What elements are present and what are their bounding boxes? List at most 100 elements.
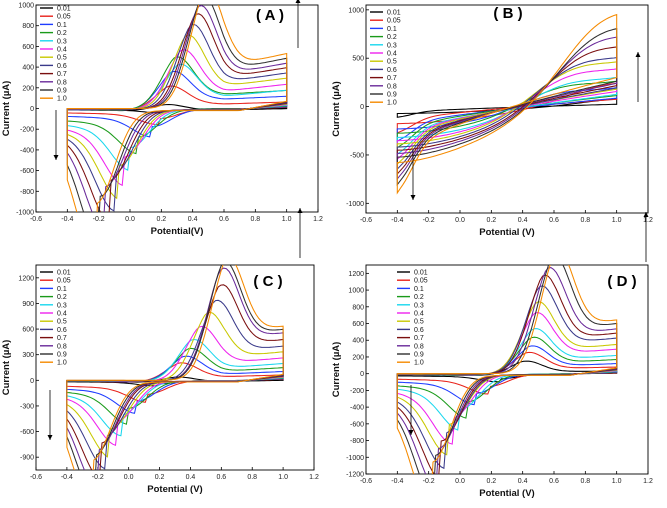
scan-arrow-head	[295, 0, 301, 3]
x-tick-label: 0.0	[455, 478, 465, 485]
cv-curve-0.9	[396, 28, 618, 187]
cv-curve-0.01	[66, 103, 288, 114]
legend-entry: 0.5	[57, 55, 67, 62]
y-tick-label: -1200	[346, 472, 364, 479]
y-tick-label: 0	[30, 378, 34, 385]
legend-entry: 0.7	[387, 75, 397, 82]
legend-entry: 0.2	[57, 30, 67, 37]
y-tick-label: -900	[20, 455, 34, 462]
scan-arrow-head	[408, 430, 414, 435]
x-tick-label: 1.0	[282, 216, 292, 223]
legend-entry: 0.6	[387, 67, 397, 74]
y-tick-label: 600	[352, 321, 364, 328]
legend-entry: 0.9	[414, 352, 424, 359]
legend-entry: 0.3	[57, 38, 67, 45]
x-tick-label: 0.2	[486, 217, 496, 224]
x-tick-label: 1.0	[278, 474, 288, 481]
legend-entry: 0.1	[387, 26, 397, 33]
x-tick-label: -0.2	[92, 474, 104, 481]
legend-entry: 0.01	[414, 270, 428, 277]
panel-d: -0.6 -0.4 -0.2 0.0 0.2 0.4 0.6 0.8 1.0 1.2 -1200 -1…	[331, 212, 653, 499]
panel-b: -0.6 -0.4 -0.2 0.0 0.2 0.4 0.6 0.8 1.0 1.2 -1000 -5…	[331, 4, 653, 238]
y-tick-label: 600	[22, 327, 34, 334]
legend-entry: 0.5	[57, 319, 67, 326]
cv-curve-1.0	[66, 5, 288, 212]
x-tick-label: 0.2	[156, 216, 166, 223]
panel-label: ( C )	[253, 273, 282, 290]
y-tick-label: -600	[20, 429, 34, 436]
x-axis-label: Potential (V)	[479, 488, 534, 499]
y-tick-label: 200	[352, 354, 364, 361]
plot-frame	[35, 264, 315, 471]
legend-entry: 0.8	[414, 343, 424, 350]
y-tick-label: 1000	[348, 7, 364, 14]
y-tick-label: 400	[352, 338, 364, 345]
legend-entry: 0.5	[414, 319, 424, 326]
scan-arrow-head	[47, 435, 53, 440]
legend-entry: 0.8	[387, 83, 397, 90]
x-axis-label: Potential (V)	[147, 484, 202, 495]
legend-entry: 0.1	[414, 286, 424, 293]
y-tick-label: 1000	[18, 3, 34, 10]
panel-label: ( D )	[607, 273, 636, 290]
y-tick-label: -400	[20, 147, 34, 154]
legend-entry: 0.9	[57, 352, 67, 359]
y-axis-label: Current (µA)	[1, 340, 12, 396]
x-tick-label: -0.4	[391, 217, 403, 224]
x-tick-label: 1.2	[313, 216, 323, 223]
x-axis-label: Potential(V)	[151, 226, 204, 237]
y-tick-label: -600	[350, 421, 364, 428]
y-tick-label: -400	[350, 405, 364, 412]
legend-entry: 1.0	[387, 100, 397, 107]
legend-entry: 0.9	[57, 88, 67, 95]
x-tick-label: 0.0	[124, 474, 134, 481]
y-tick-label: 0	[30, 106, 34, 113]
cv-curve-0.8	[396, 36, 618, 181]
x-tick-label: 0.4	[186, 474, 196, 481]
y-tick-label: 800	[22, 23, 34, 30]
scan-arrow-head	[53, 155, 59, 160]
x-tick-label: 0.4	[518, 478, 528, 485]
legend-entry: 0.4	[57, 47, 67, 54]
panel-c: -0.6 -0.4 -0.2 0.0 0.2 0.4 0.6 0.8 1.0 1.2 -900 -60…	[1, 208, 319, 495]
plot-frame	[365, 4, 649, 214]
x-tick-label: 0.8	[247, 474, 257, 481]
x-tick-label: -0.4	[61, 216, 73, 223]
x-tick-label: 0.2	[486, 478, 496, 485]
legend-entry: 1.0	[414, 360, 424, 367]
x-tick-label: 0.6	[219, 216, 229, 223]
legend-entry: 0.8	[57, 79, 67, 86]
y-tick-label: 800	[352, 304, 364, 311]
x-tick-label: 1.0	[612, 217, 622, 224]
cv-curve-0.2	[396, 336, 618, 419]
x-axis-label: Potential (V)	[479, 227, 534, 238]
legend-entry: 0.4	[414, 311, 424, 318]
x-tick-label: 1.2	[643, 478, 653, 485]
y-tick-label: 400	[22, 65, 34, 72]
cv-curve-1.0	[66, 265, 284, 470]
x-tick-label: -0.4	[391, 478, 403, 485]
legend-entry: 0.3	[57, 302, 67, 309]
legend-entry: 0.4	[387, 51, 397, 58]
y-tick-label: 0	[360, 371, 364, 378]
x-tick-label: 0.8	[580, 217, 590, 224]
legend-entry: 0.2	[414, 294, 424, 301]
y-axis-label: Current (µA)	[331, 342, 342, 398]
panel-a: -0.6 -0.4 -0.2 0.0 0.2 0.4 0.6 0.8 1.0 1.2 -1000 -8…	[1, 0, 323, 237]
panel-label: ( B )	[493, 5, 522, 22]
legend-entry: 0.01	[387, 10, 401, 17]
y-tick-label: -200	[350, 388, 364, 395]
scan-arrow-head	[410, 195, 416, 200]
x-tick-label: 0.6	[549, 217, 559, 224]
cv-curve-0.05	[66, 85, 288, 126]
cv-curve-0.2	[66, 347, 284, 425]
scan-arrow-head	[643, 212, 649, 217]
plot-frame	[365, 264, 649, 475]
legend-entry: 0.01	[57, 270, 71, 277]
legend-entry: 0.7	[57, 71, 67, 78]
legend-entry: 0.1	[57, 22, 67, 29]
y-tick-label: -1000	[346, 455, 364, 462]
cv-curve-1.0	[396, 265, 618, 474]
panel-label: ( A )	[256, 7, 284, 24]
legend-entry: 0.4	[57, 311, 67, 318]
